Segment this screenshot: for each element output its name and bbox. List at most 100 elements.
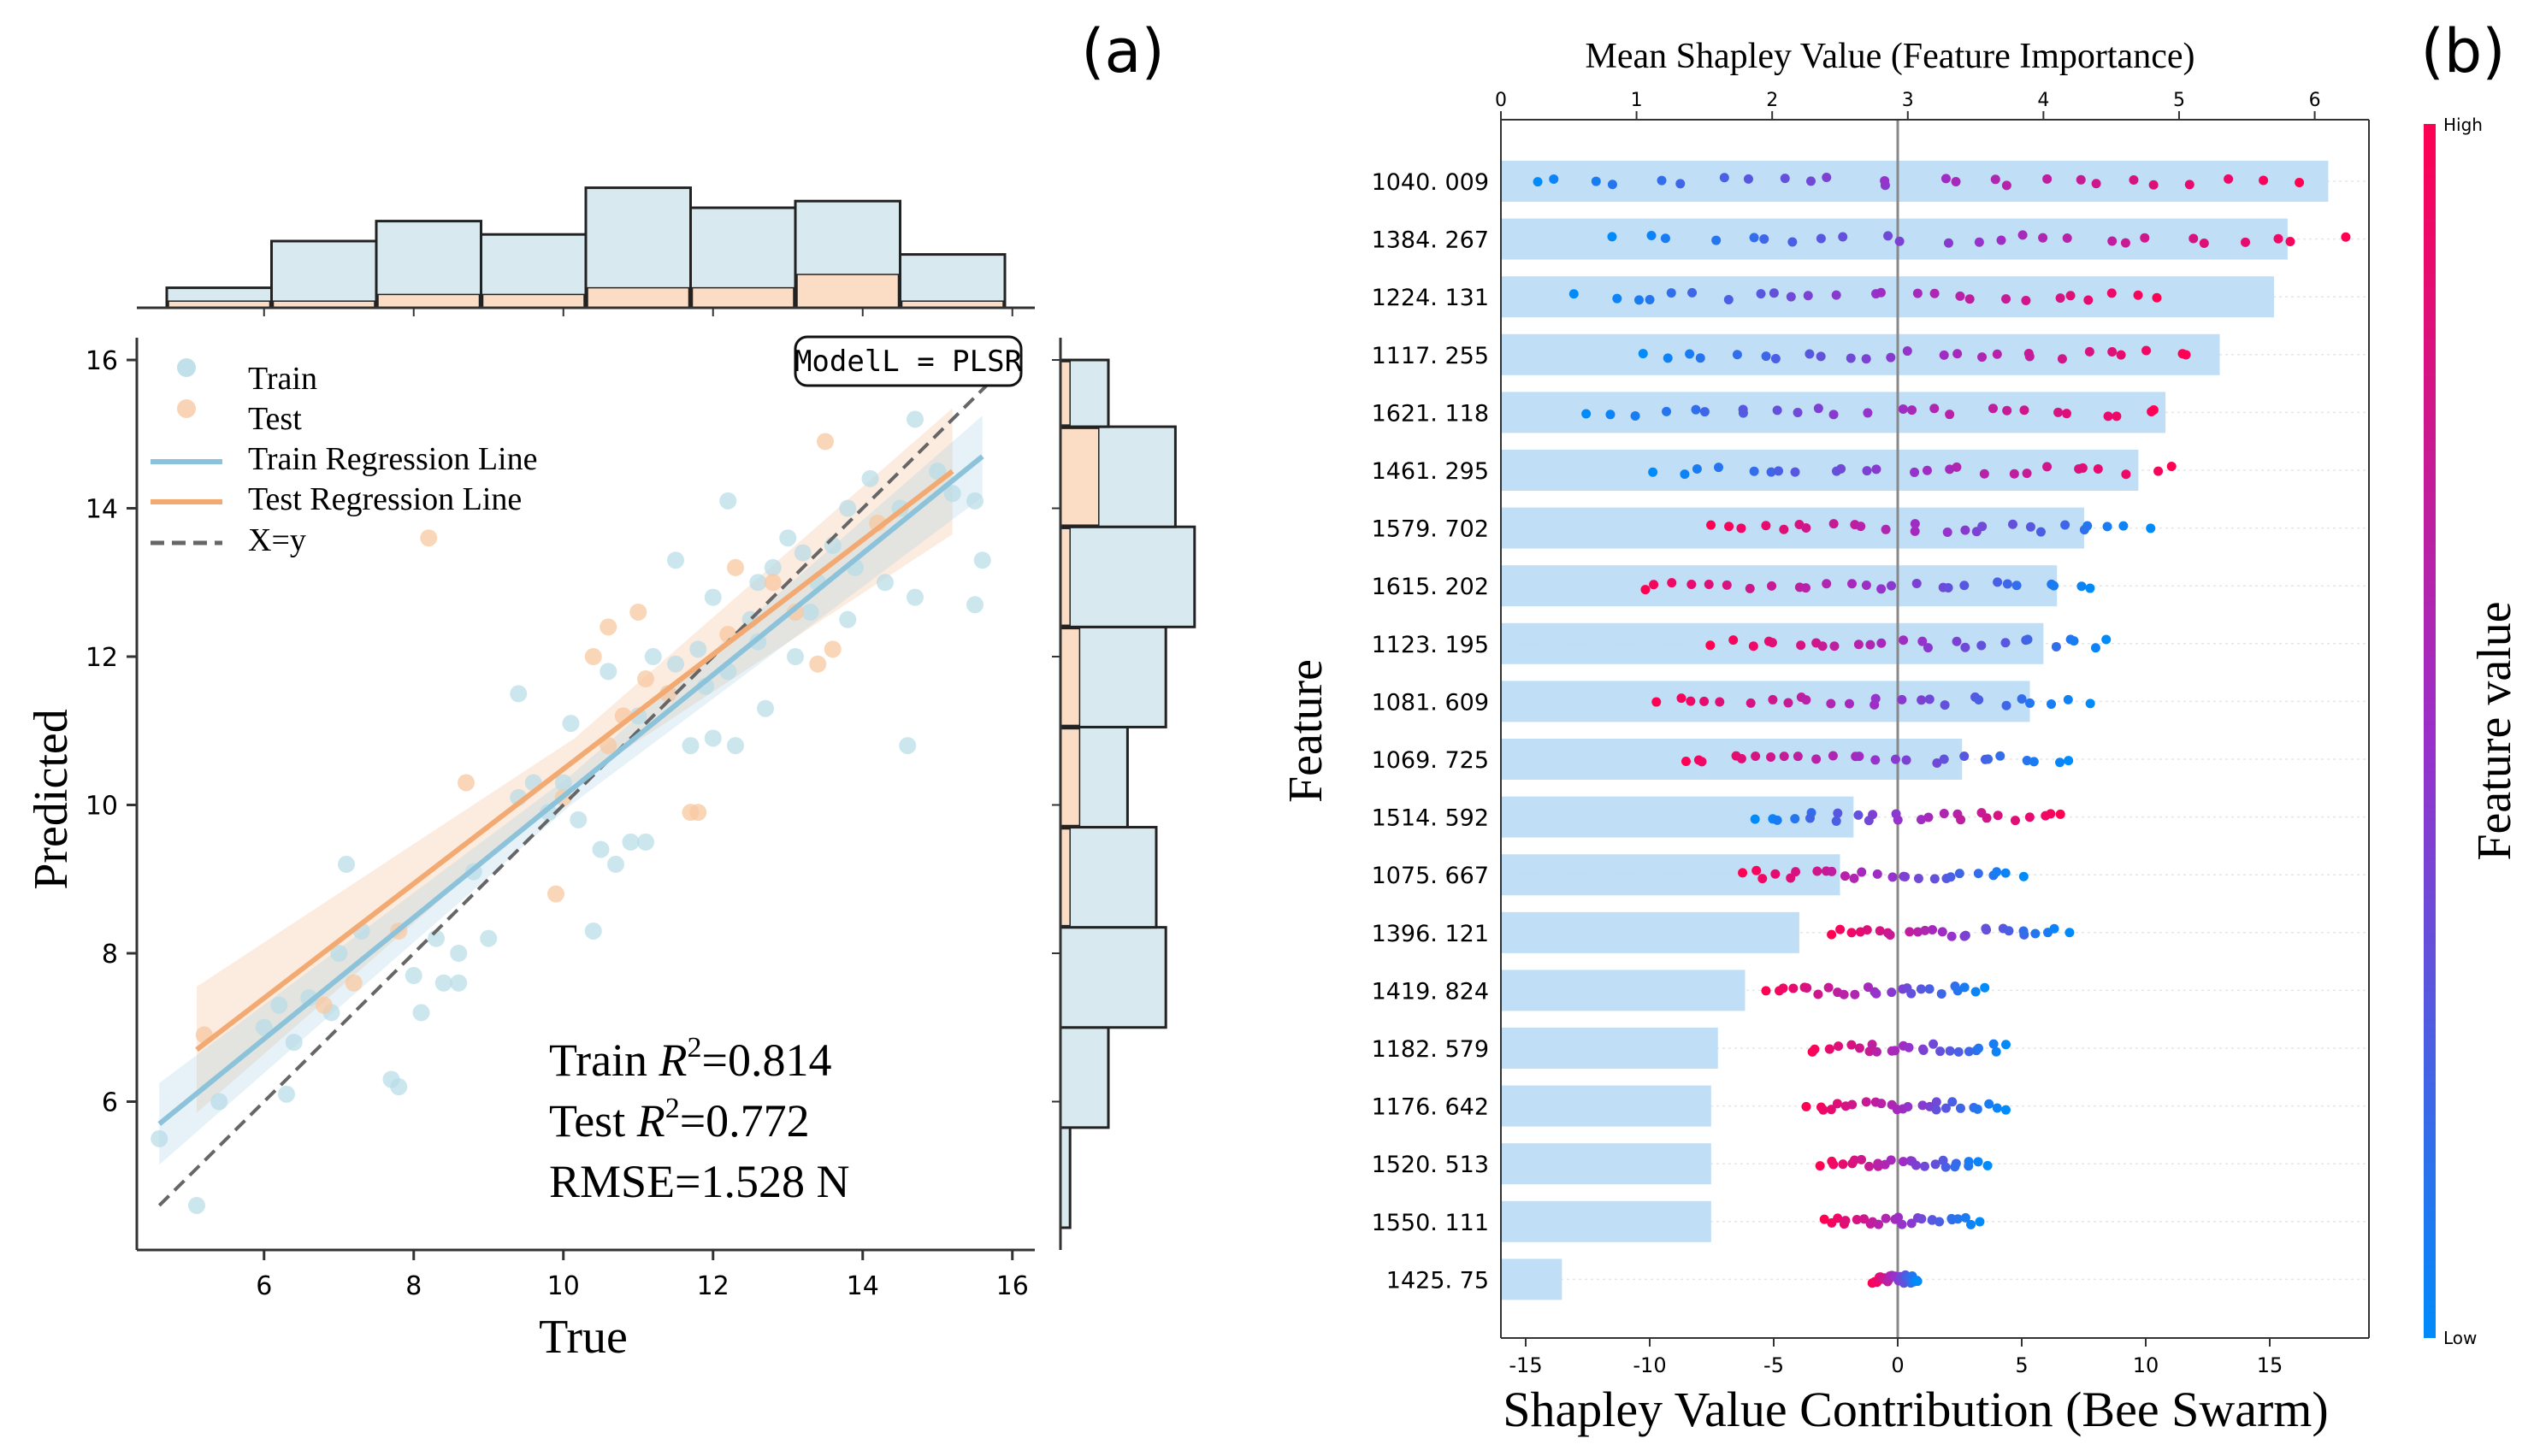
importance-bar (1501, 276, 2274, 318)
shap-dot (2148, 180, 2159, 190)
shap-dot (1840, 871, 1850, 881)
shap-dot (2055, 809, 2065, 819)
train-point (584, 922, 602, 940)
shap-dot (2001, 700, 2011, 710)
feature-label: 1550. 111 (1372, 1210, 1489, 1236)
shap-dot (1850, 989, 1860, 999)
train-r2: Train R2=0.814 (549, 1032, 832, 1086)
right-hist-train-bar (1059, 525, 1196, 628)
shap-dot (2177, 349, 2188, 359)
shap-dot (1876, 1099, 1887, 1109)
train-point (592, 840, 610, 858)
shap-dot (1990, 174, 2000, 185)
shap-dot (1846, 353, 1856, 363)
shap-dot (1774, 466, 1784, 476)
shap-dot (1751, 865, 1762, 875)
colorbar (2424, 124, 2436, 1338)
top-axis-label: Mean Shapley Value (Feature Importance) (1586, 37, 2195, 76)
shap-dot (1805, 349, 1815, 359)
shap-dot (1890, 1046, 1900, 1056)
train-point (779, 529, 797, 547)
scatter-ticks: 6 8 10 12 14 16 6 8 10 12 14 16 (86, 346, 1029, 1301)
train-point (899, 737, 917, 755)
top-tick-label: 3 (1902, 90, 1914, 111)
importance-bar (1501, 161, 2329, 202)
shap-dot (2085, 583, 2095, 593)
shap-dot (1886, 352, 1896, 363)
train-point (667, 551, 684, 569)
shap-dot (1912, 288, 1923, 298)
train-point (338, 855, 355, 873)
shap-dot (1861, 1097, 1871, 1107)
shap-dot (1868, 810, 1878, 820)
y-axis-label: Predicted (25, 709, 78, 889)
shap-dot (2153, 466, 2164, 476)
regression-panel: 6 8 10 12 14 16 6 8 10 12 14 16 True Predicted Mode… (25, 186, 1196, 1364)
shap-dot (1699, 407, 1710, 417)
shap-dot (2065, 291, 2076, 301)
shap-dot (1791, 867, 1801, 877)
regression-lines (157, 380, 991, 1207)
shap-dot (2042, 462, 2053, 472)
test-point (345, 974, 363, 992)
train-point (622, 833, 640, 851)
shap-dot (2076, 581, 2087, 592)
shap-dot (1838, 232, 1848, 242)
shap-dot (1704, 579, 1714, 589)
shap-dot (1761, 521, 1771, 531)
right-hist-train-bar (1059, 1026, 1110, 1129)
shap-dot (1790, 467, 1800, 477)
shap-dot (1686, 696, 1696, 706)
shap-dot (1887, 581, 1897, 591)
shap-dot (2002, 405, 2012, 416)
x-tick-label: 8 (405, 1271, 422, 1301)
y-tick-label: 14 (86, 495, 118, 525)
shap-dot (1859, 1214, 1870, 1224)
feature-label: 1040. 009 (1372, 169, 1489, 196)
shap-dot (1770, 869, 1781, 879)
shap-dot (1917, 695, 1927, 705)
shap-dot (2107, 236, 2118, 246)
train-point (390, 1078, 408, 1096)
shap-dot (1964, 294, 1975, 304)
test-r2-symbol: R (636, 1095, 665, 1147)
shap-dot (1651, 697, 1662, 707)
feature-label: 1117. 255 (1372, 343, 1489, 369)
shap-dot (1864, 1161, 1875, 1171)
shap-dot (1887, 987, 1897, 998)
shap-axes (1500, 119, 2370, 1339)
train-point (210, 1093, 228, 1111)
shap-dot (1822, 173, 1832, 183)
shap-dot (1812, 866, 1822, 876)
shap-dot (1885, 930, 1895, 940)
train-point (907, 588, 924, 606)
shap-dot (1681, 756, 1691, 766)
shap-dot (2002, 579, 2012, 589)
shap-dot (1894, 236, 1905, 246)
shap-dot (1699, 696, 1710, 706)
train-point (839, 610, 857, 628)
model-label-box: ModelL = PLSR (794, 335, 1023, 387)
shap-dot (1686, 579, 1697, 589)
shap-dot (1847, 1099, 1858, 1110)
train-point (510, 685, 528, 703)
shap-dot (1956, 815, 1966, 825)
shap-dot (1940, 174, 1951, 184)
right-hist-test-bar (1060, 828, 1071, 927)
shap-dot (1756, 289, 1766, 299)
shap-dot (2106, 288, 2117, 298)
shap-dot (1581, 409, 1592, 419)
top-hist-train-bar (270, 239, 378, 309)
shap-dot (1836, 463, 1846, 474)
bottom-axis-label: Shapley Value Contribution (Bee Swarm) (1503, 1382, 2328, 1437)
legend-train-line-label: Train Regression Line (248, 441, 537, 477)
top-tick-label: 6 (2309, 90, 2321, 111)
shap-dot (1870, 693, 1881, 704)
shap-dot (1685, 349, 1695, 359)
shap-dot (1920, 925, 1930, 935)
shap-dot (1819, 1214, 1829, 1224)
train-point (929, 463, 947, 480)
train-point (637, 833, 654, 851)
shap-dot (1783, 698, 1793, 708)
train-point (727, 737, 744, 755)
